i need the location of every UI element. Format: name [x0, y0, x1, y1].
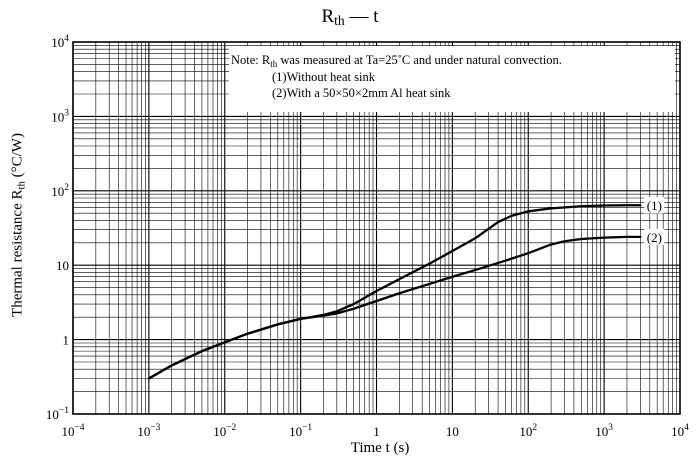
x-tick-label: 103	[595, 423, 613, 439]
y-axis-label-unit: (°C/W)	[9, 133, 26, 182]
curve-label-1: (1)	[647, 198, 662, 213]
x-tick-label-exponent: −1	[302, 423, 312, 433]
y-tick-label: 10	[56, 258, 69, 273]
curve-labels: (1) (2)	[644, 197, 665, 245]
chart-title: Rth — t	[0, 6, 700, 28]
series-line-1	[147, 204, 642, 380]
x-tick-label: 10−4	[61, 423, 84, 439]
curve-label-2: (2)	[647, 230, 662, 245]
y-axis-label-main: Thermal resistance R	[9, 189, 26, 317]
y-tick-label-exponent: 3	[64, 108, 69, 118]
y-tick-label-exponent: −1	[59, 406, 69, 416]
x-tick-label: 10	[446, 424, 459, 439]
chart-title-main: R	[321, 6, 335, 27]
note-line-1-sub: th	[270, 59, 278, 69]
note-line-1-pre: Note: R	[231, 53, 271, 67]
x-tick-label: 104	[671, 423, 689, 439]
y-tick-label: 10−1	[46, 406, 69, 422]
x-tick-label-exponent: −4	[74, 423, 84, 433]
note-line-1: Note: Rth was measured at Ta=25˚C and un…	[231, 52, 675, 69]
chart-title-rest: — t	[344, 6, 379, 27]
y-axis-label-sub: th	[15, 181, 28, 190]
x-tick-label: 102	[519, 423, 537, 439]
y-tick-label: 102	[51, 183, 69, 199]
x-tick-label-exponent: −3	[150, 423, 160, 433]
curve-label-bg-1	[644, 197, 665, 214]
x-axis-label: Time t (s)	[350, 440, 410, 456]
plot-frame	[72, 41, 681, 415]
y-tick-label: 103	[51, 108, 69, 124]
y-tick-label-exponent: 4	[64, 34, 69, 44]
x-tick-label: 10−2	[213, 423, 236, 439]
x-tick-label: 1	[373, 424, 380, 439]
series-line-2	[147, 235, 642, 380]
x-tick-label-exponent: 3	[608, 423, 613, 433]
x-tick-label-exponent: 2	[532, 423, 537, 433]
x-tick-label-exponent: −2	[226, 423, 236, 433]
note-line-2: (1)Without heat sink	[272, 69, 375, 84]
y-tick-label: 1	[63, 333, 70, 348]
note-line-3: (2)With a 50×50×2mm Al heat sink	[272, 86, 451, 100]
chart-title-sub: th	[334, 13, 345, 28]
y-tick-label: 104	[51, 34, 69, 50]
x-tick-label-exponent: 4	[684, 423, 689, 433]
y-axis-label: Thermal resistance Rth (°C/W)	[9, 15, 28, 435]
note-box: Note: Rth was measured at Ta=25˚C and un…	[229, 46, 675, 112]
x-tick-label: 10−3	[137, 423, 160, 439]
curves	[147, 204, 642, 380]
x-tick-label: 10−1	[289, 423, 312, 439]
curve-label-bg-2	[644, 228, 665, 245]
note-line-1-post: was measured at Ta=25˚C and under natura…	[277, 53, 562, 67]
y-tick-label-exponent: 2	[64, 183, 69, 193]
